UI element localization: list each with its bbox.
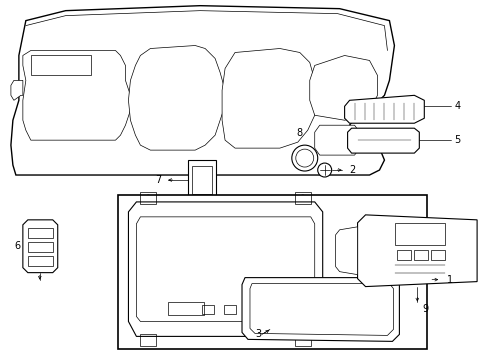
Text: 1: 1: [447, 275, 452, 285]
Bar: [168, 302, 203, 315]
Text: 2: 2: [349, 165, 355, 175]
Text: 5: 5: [453, 135, 459, 145]
Polygon shape: [347, 128, 419, 153]
Polygon shape: [11, 6, 394, 175]
Text: 4: 4: [453, 101, 459, 111]
Polygon shape: [357, 215, 476, 287]
Bar: [166, 302, 206, 319]
Circle shape: [360, 236, 389, 266]
Bar: [188, 160, 216, 200]
Bar: [413, 250, 427, 260]
Polygon shape: [128, 45, 224, 150]
Polygon shape: [314, 125, 359, 155]
Text: 6: 6: [15, 241, 21, 251]
Bar: [28, 228, 53, 238]
Bar: [244, 305, 256, 315]
Bar: [252, 302, 292, 319]
Bar: [395, 223, 444, 245]
Text: 8: 8: [296, 128, 302, 138]
Polygon shape: [23, 50, 130, 140]
Circle shape: [317, 163, 331, 177]
Bar: [192, 166, 212, 194]
Bar: [28, 242, 53, 252]
Bar: [223, 305, 235, 315]
Bar: [254, 302, 290, 315]
Text: 7: 7: [155, 175, 161, 185]
Bar: [397, 250, 410, 260]
Bar: [140, 334, 156, 346]
Circle shape: [291, 145, 317, 171]
Bar: [31, 55, 90, 75]
Bar: [202, 305, 214, 315]
Bar: [140, 192, 156, 204]
Polygon shape: [11, 80, 23, 100]
Bar: [294, 334, 310, 346]
Polygon shape: [242, 278, 399, 341]
Polygon shape: [23, 220, 58, 273]
Polygon shape: [335, 227, 357, 275]
Bar: [430, 250, 444, 260]
Bar: [28, 256, 53, 266]
Polygon shape: [309, 55, 377, 120]
Polygon shape: [222, 49, 317, 148]
Text: 9: 9: [422, 303, 427, 314]
Bar: [118, 195, 427, 349]
Bar: [294, 192, 310, 204]
Text: 3: 3: [254, 329, 261, 339]
Circle shape: [449, 239, 473, 263]
Polygon shape: [344, 95, 424, 123]
Polygon shape: [128, 202, 322, 336]
